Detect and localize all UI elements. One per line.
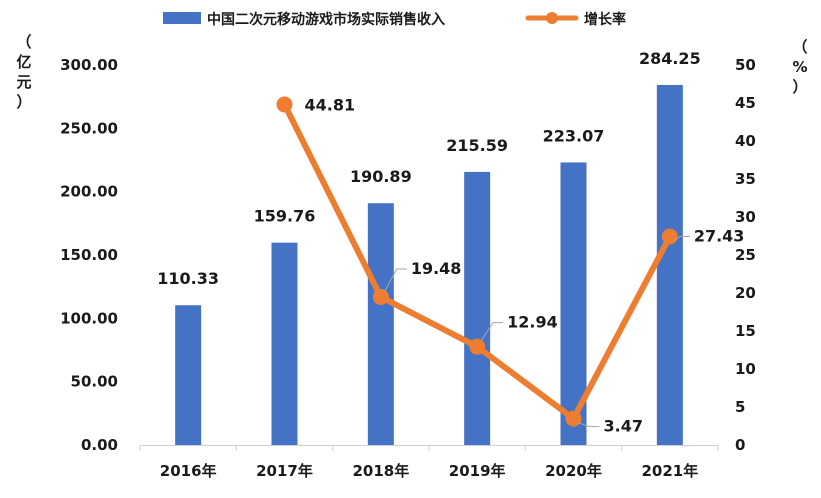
data-label-leader-line bbox=[673, 236, 690, 241]
growth-rate-point bbox=[661, 228, 678, 245]
bar-data-label: 110.33 bbox=[157, 269, 219, 288]
data-label-leader-line bbox=[384, 268, 407, 292]
line-data-label: 19.48 bbox=[411, 259, 462, 278]
right-axis-tick-label: 40 bbox=[735, 132, 756, 150]
left-axis-tick-label: 50.00 bbox=[71, 373, 118, 391]
line-data-label: 27.43 bbox=[694, 227, 745, 246]
left-axis-unit-char: ） bbox=[16, 93, 31, 111]
x-axis-tick-label: 2017年 bbox=[256, 462, 313, 480]
right-axis-tick-label: 0 bbox=[735, 436, 745, 454]
bar-2019年 bbox=[464, 171, 491, 446]
left-axis-tick-label: 0.00 bbox=[81, 436, 118, 454]
growth-rate-point bbox=[276, 96, 293, 113]
right-axis-tick-label: 20 bbox=[735, 284, 756, 302]
left-axis-unit-char: （ bbox=[16, 33, 31, 51]
left-axis-tick-label: 150.00 bbox=[60, 246, 118, 264]
legend-bar-swatch bbox=[163, 12, 201, 24]
x-axis-tick-label: 2019年 bbox=[449, 462, 506, 480]
right-axis-unit-char: ） bbox=[792, 78, 807, 96]
line-data-label: 12.94 bbox=[507, 313, 558, 332]
bar-2021年 bbox=[656, 84, 683, 445]
right-axis-unit-char: （ bbox=[792, 38, 807, 56]
bar-data-label: 159.76 bbox=[254, 207, 316, 226]
bar-2016年 bbox=[175, 305, 202, 445]
legend-line-label: 增长率 bbox=[584, 11, 626, 28]
right-axis-tick-label: 50 bbox=[735, 56, 756, 74]
left-axis-tick-label: 250.00 bbox=[60, 119, 118, 137]
right-axis-tick-label: 15 bbox=[735, 322, 756, 340]
growth-rate-point bbox=[469, 338, 486, 355]
line-data-label: 3.47 bbox=[604, 417, 643, 436]
right-axis-unit-char: % bbox=[792, 58, 807, 76]
right-axis-tick-label: 35 bbox=[735, 170, 756, 188]
bar-2018年 bbox=[367, 203, 394, 445]
right-axis-tick-label: 25 bbox=[735, 246, 756, 264]
x-axis-tick-label: 2018年 bbox=[352, 462, 409, 480]
bar-data-label: 223.07 bbox=[543, 126, 605, 145]
left-axis-unit-char: 亿 bbox=[16, 53, 31, 71]
legend-line-marker bbox=[546, 12, 558, 24]
right-axis-tick-label: 45 bbox=[735, 94, 756, 112]
left-axis-tick-label: 300.00 bbox=[60, 56, 118, 74]
x-axis-tick-label: 2020年 bbox=[545, 462, 602, 480]
left-axis-tick-label: 200.00 bbox=[60, 183, 118, 201]
x-axis-tick-label: 2016年 bbox=[160, 462, 217, 480]
line-data-label: 44.81 bbox=[305, 95, 356, 114]
x-axis-tick-label: 2021年 bbox=[641, 462, 698, 480]
left-axis-tick-label: 100.00 bbox=[60, 309, 118, 327]
growth-rate-point bbox=[565, 410, 582, 427]
growth-rate-point bbox=[372, 288, 389, 305]
left-axis-unit-char: 元 bbox=[16, 73, 31, 91]
right-axis-tick-label: 30 bbox=[735, 208, 756, 226]
bar-2017年 bbox=[271, 242, 298, 445]
bar-data-label: 215.59 bbox=[446, 136, 508, 155]
data-label-leader-line bbox=[480, 322, 504, 341]
bar-data-label: 190.89 bbox=[350, 167, 412, 186]
data-label-leader-line bbox=[577, 422, 600, 428]
legend-bar-label: 中国二次元移动游戏市场实际销售收入 bbox=[207, 11, 445, 28]
right-axis-tick-label: 5 bbox=[735, 398, 745, 416]
right-axis-tick-label: 10 bbox=[735, 360, 756, 378]
bar-data-label: 284.25 bbox=[639, 49, 701, 68]
